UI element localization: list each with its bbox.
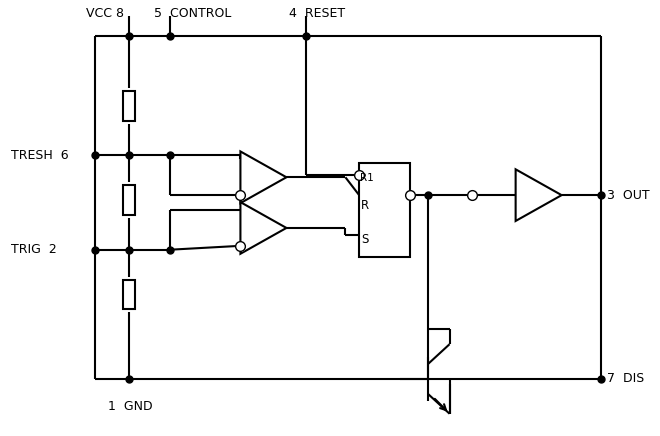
- Text: TRESH  6: TRESH 6: [11, 149, 69, 162]
- Text: 4  RESET: 4 RESET: [289, 7, 345, 20]
- Text: R1: R1: [360, 173, 374, 183]
- Text: R: R: [361, 198, 369, 211]
- Text: 3  OUT: 3 OUT: [607, 189, 649, 201]
- Text: VCC 8: VCC 8: [86, 7, 124, 20]
- Bar: [123, 185, 135, 215]
- Text: S: S: [361, 233, 368, 246]
- Text: 1  GND: 1 GND: [108, 400, 152, 413]
- Bar: [123, 279, 135, 310]
- Text: 5  CONTROL: 5 CONTROL: [154, 7, 231, 20]
- Text: TRIG  2: TRIG 2: [11, 243, 57, 256]
- Text: 7  DIS: 7 DIS: [607, 372, 644, 385]
- Bar: [123, 91, 135, 121]
- Bar: [359, 163, 411, 257]
